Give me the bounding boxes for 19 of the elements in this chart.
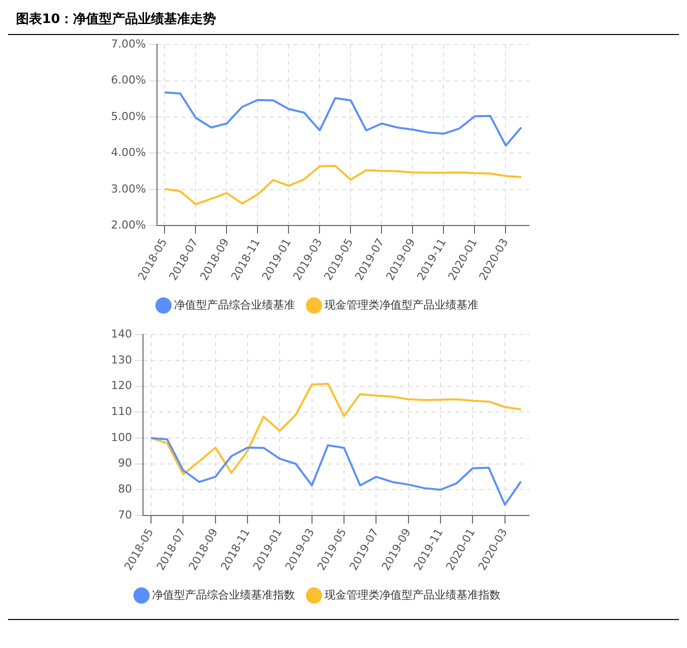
y-tick-label: 90 <box>118 456 132 470</box>
legend-label: 现金管理类净值型产品业绩基准 <box>324 298 478 312</box>
y-tick-label: 7.00% <box>110 37 146 50</box>
y-tick-label: 6.00% <box>110 74 146 87</box>
y-tick-label: 100 <box>110 430 132 444</box>
y-tick-label: 110 <box>110 405 132 418</box>
y-tick-label: 80 <box>118 482 132 496</box>
chart-title: 图表10：净值型产品业绩基准走势 <box>15 10 218 29</box>
y-tick-label: 120 <box>110 379 132 392</box>
legend-label: 净值型产品综合业绩基准指数 <box>152 588 295 602</box>
y-tick-label: 140 <box>110 327 132 340</box>
y-tick-label: 5.00% <box>110 110 146 123</box>
y-tick-label: 70 <box>118 508 132 522</box>
legend-label: 现金管理类净值型产品业绩基准指数 <box>324 588 500 602</box>
y-tick-label: 2.00% <box>110 218 146 232</box>
y-tick-label: 4.00% <box>110 146 146 160</box>
y-tick-label: 130 <box>110 353 132 366</box>
y-tick-label: 3.00% <box>110 182 146 196</box>
legend-label: 净值型产品综合业绩基准 <box>174 298 295 312</box>
